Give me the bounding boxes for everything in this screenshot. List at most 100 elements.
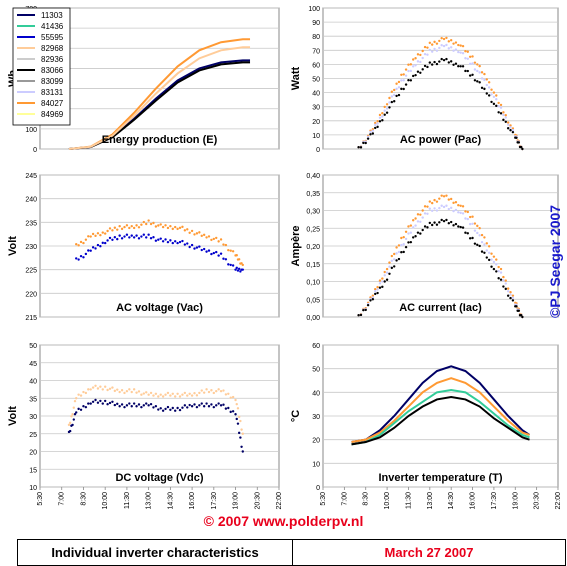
data-point: [407, 241, 410, 244]
data-point: [388, 101, 391, 104]
data-point: [219, 404, 223, 407]
x-tick-label: 11:30: [124, 492, 131, 509]
data-point: [402, 79, 405, 82]
data-point: [480, 240, 484, 244]
data-point: [383, 270, 386, 274]
data-point: [385, 278, 389, 281]
data-point: [207, 390, 211, 394]
x-tick-label: 13:00: [427, 492, 434, 510]
data-point: [454, 62, 458, 65]
data-point: [447, 61, 451, 64]
data-point: [442, 219, 446, 223]
legend: 11303 41436 55595 82968 82936 83066 83099 83131…: [12, 7, 71, 126]
y-tick-label: 35: [29, 396, 37, 403]
y-tick-label: 15: [29, 467, 37, 474]
data-point: [520, 314, 523, 317]
data-point: [103, 241, 107, 245]
data-point: [390, 254, 394, 258]
data-point: [426, 205, 429, 208]
data-point: [82, 405, 85, 408]
data-point: [400, 236, 403, 240]
data-point: [210, 403, 213, 406]
data-point: [183, 243, 187, 246]
data-point: [438, 221, 441, 224]
x-tick-label: 17:30: [491, 492, 498, 510]
series-line: [351, 388, 530, 446]
data-point: [416, 53, 420, 56]
x-tick-label: 5:30: [37, 492, 44, 506]
data-point: [504, 287, 507, 291]
data-point: [457, 225, 460, 228]
data-point: [381, 112, 384, 115]
x-tick-label: 11:30: [405, 492, 412, 509]
legend-label: 83131: [41, 88, 64, 97]
data-point: [404, 68, 408, 71]
data-point: [227, 263, 230, 266]
data-point: [416, 70, 420, 73]
data-point: [236, 269, 240, 272]
data-point: [517, 309, 521, 312]
data-point: [449, 60, 453, 63]
data-point: [181, 225, 184, 229]
data-point: [103, 385, 107, 388]
y-tick-label: 50: [312, 77, 320, 84]
data-point: [409, 240, 413, 244]
data-point: [468, 62, 472, 66]
data-point: [454, 201, 458, 204]
data-point: [471, 73, 474, 76]
data-point: [468, 74, 472, 77]
chart-panel: 0100200300400500600700WhEnergy productio…: [7, 6, 280, 154]
data-point: [480, 77, 484, 80]
chart-panel: 0 10 20 30 40 50 60 70 80 90 100 Watt AC power (Pac): [290, 6, 559, 154]
data-point: [383, 105, 386, 109]
data-point: [70, 415, 73, 418]
data-point: [412, 65, 415, 68]
data-point: [466, 50, 469, 53]
data-point: [227, 406, 230, 410]
data-point: [426, 53, 429, 56]
data-point: [378, 282, 382, 285]
data-point: [490, 100, 493, 104]
y-tick-label: 0: [316, 485, 320, 492]
data-point: [181, 406, 184, 409]
data-point: [454, 41, 458, 44]
data-point: [416, 60, 420, 63]
data-point: [116, 388, 119, 391]
data-point: [504, 114, 507, 117]
data-point: [224, 243, 228, 247]
data-point: [359, 313, 363, 317]
data-point: [68, 429, 72, 433]
data-point: [502, 285, 505, 288]
data-point: [480, 71, 484, 74]
data-point: [414, 224, 417, 227]
data-point: [79, 408, 83, 411]
data-point: [383, 280, 386, 283]
data-point: [442, 195, 446, 198]
data-point: [438, 206, 441, 210]
data-point: [506, 294, 510, 297]
data-point: [376, 291, 379, 295]
data-point: [388, 265, 391, 268]
data-point: [157, 224, 160, 227]
data-point: [440, 204, 443, 207]
data-point: [99, 233, 102, 237]
data-point: [125, 224, 129, 227]
data-point: [452, 201, 455, 205]
data-point: [430, 201, 434, 205]
data-point: [198, 404, 201, 407]
y-tick-label: 40: [312, 91, 320, 98]
y-tick-label: 0,10: [306, 280, 320, 287]
data-point: [89, 235, 92, 238]
data-point: [414, 57, 417, 60]
data-point: [135, 234, 138, 237]
data-point: [152, 221, 155, 225]
data-point: [492, 260, 496, 264]
data-point: [140, 223, 143, 226]
data-point: [388, 272, 391, 276]
data-point: [490, 88, 493, 91]
data-point: [464, 217, 467, 220]
data-point: [414, 217, 417, 220]
data-point: [125, 389, 129, 393]
data-point: [120, 403, 124, 406]
data-point: [193, 392, 196, 395]
